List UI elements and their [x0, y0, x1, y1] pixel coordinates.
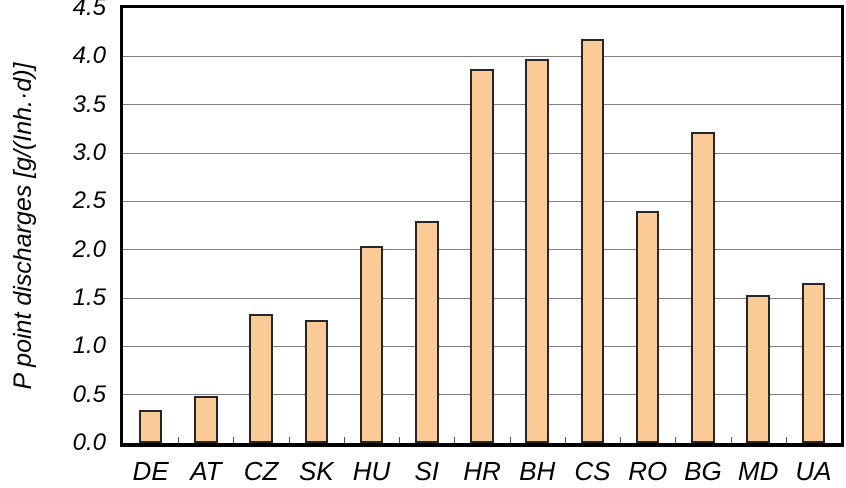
bar-BH [525, 59, 549, 443]
x-axis-tick [620, 437, 622, 443]
y-tick-label-4.0: 4.0 [72, 42, 106, 70]
bar-HU [359, 245, 384, 443]
y-tick-label-1.0: 1.0 [72, 332, 106, 360]
x-tick-label-HU: HU [352, 456, 391, 486]
x-axis-tick [454, 437, 456, 443]
x-axis-tick [785, 437, 787, 443]
y-tick-label-0.5: 0.5 [72, 380, 106, 408]
x-axis-tick [509, 437, 511, 443]
y-tick-label-0.0: 0.0 [72, 429, 106, 456]
gridline [123, 55, 841, 57]
x-tick-label-HR: HR [463, 456, 501, 486]
bar-RO [635, 211, 660, 443]
bar-UA [801, 282, 826, 443]
x-axis-tick [675, 437, 677, 443]
x-tick-label-AT: AT [190, 456, 222, 486]
plot-area [120, 5, 844, 447]
bar-BG [691, 131, 715, 443]
x-tick-label-BH: BH [519, 456, 556, 486]
x-tick-label-CZ: CZ [243, 456, 279, 486]
y-tick-label-3.5: 3.5 [72, 90, 106, 118]
x-tick-label-SI: SI [414, 456, 440, 486]
y-tick-label-1.5: 1.5 [72, 284, 106, 311]
bar-CZ [249, 314, 273, 443]
x-axis-tick [343, 437, 345, 443]
y-tick-label-3.0: 3.0 [72, 139, 106, 166]
bar-DE [138, 410, 163, 443]
bar-SI [415, 220, 439, 443]
bar-AT [194, 395, 218, 443]
y-tick-label-4.5: 4.5 [72, 0, 106, 21]
x-tick-label-UA: UA [795, 456, 832, 486]
x-tick-label-SK: SK [298, 456, 334, 486]
x-axis-tick [730, 437, 732, 443]
x-axis-tick [288, 437, 290, 443]
x-axis-tick [178, 437, 180, 443]
x-axis-tick [233, 437, 235, 443]
bar-SK [304, 320, 329, 443]
y-tick-label-2.0: 2.0 [72, 235, 106, 263]
y-tick-label-2.5: 2.5 [72, 187, 106, 215]
x-axis-tick [564, 437, 566, 443]
bar-MD [746, 295, 770, 443]
x-tick-label-DE: DE [132, 456, 169, 486]
x-tick-label-BG: BG [684, 456, 722, 486]
x-tick-label-CS: CS [574, 456, 611, 486]
x-tick-label-RO: RO [628, 456, 668, 486]
x-axis-tick [399, 437, 401, 443]
bar-HR [470, 68, 494, 443]
x-tick-label-MD: MD [737, 456, 779, 486]
bar-CS [580, 38, 605, 443]
